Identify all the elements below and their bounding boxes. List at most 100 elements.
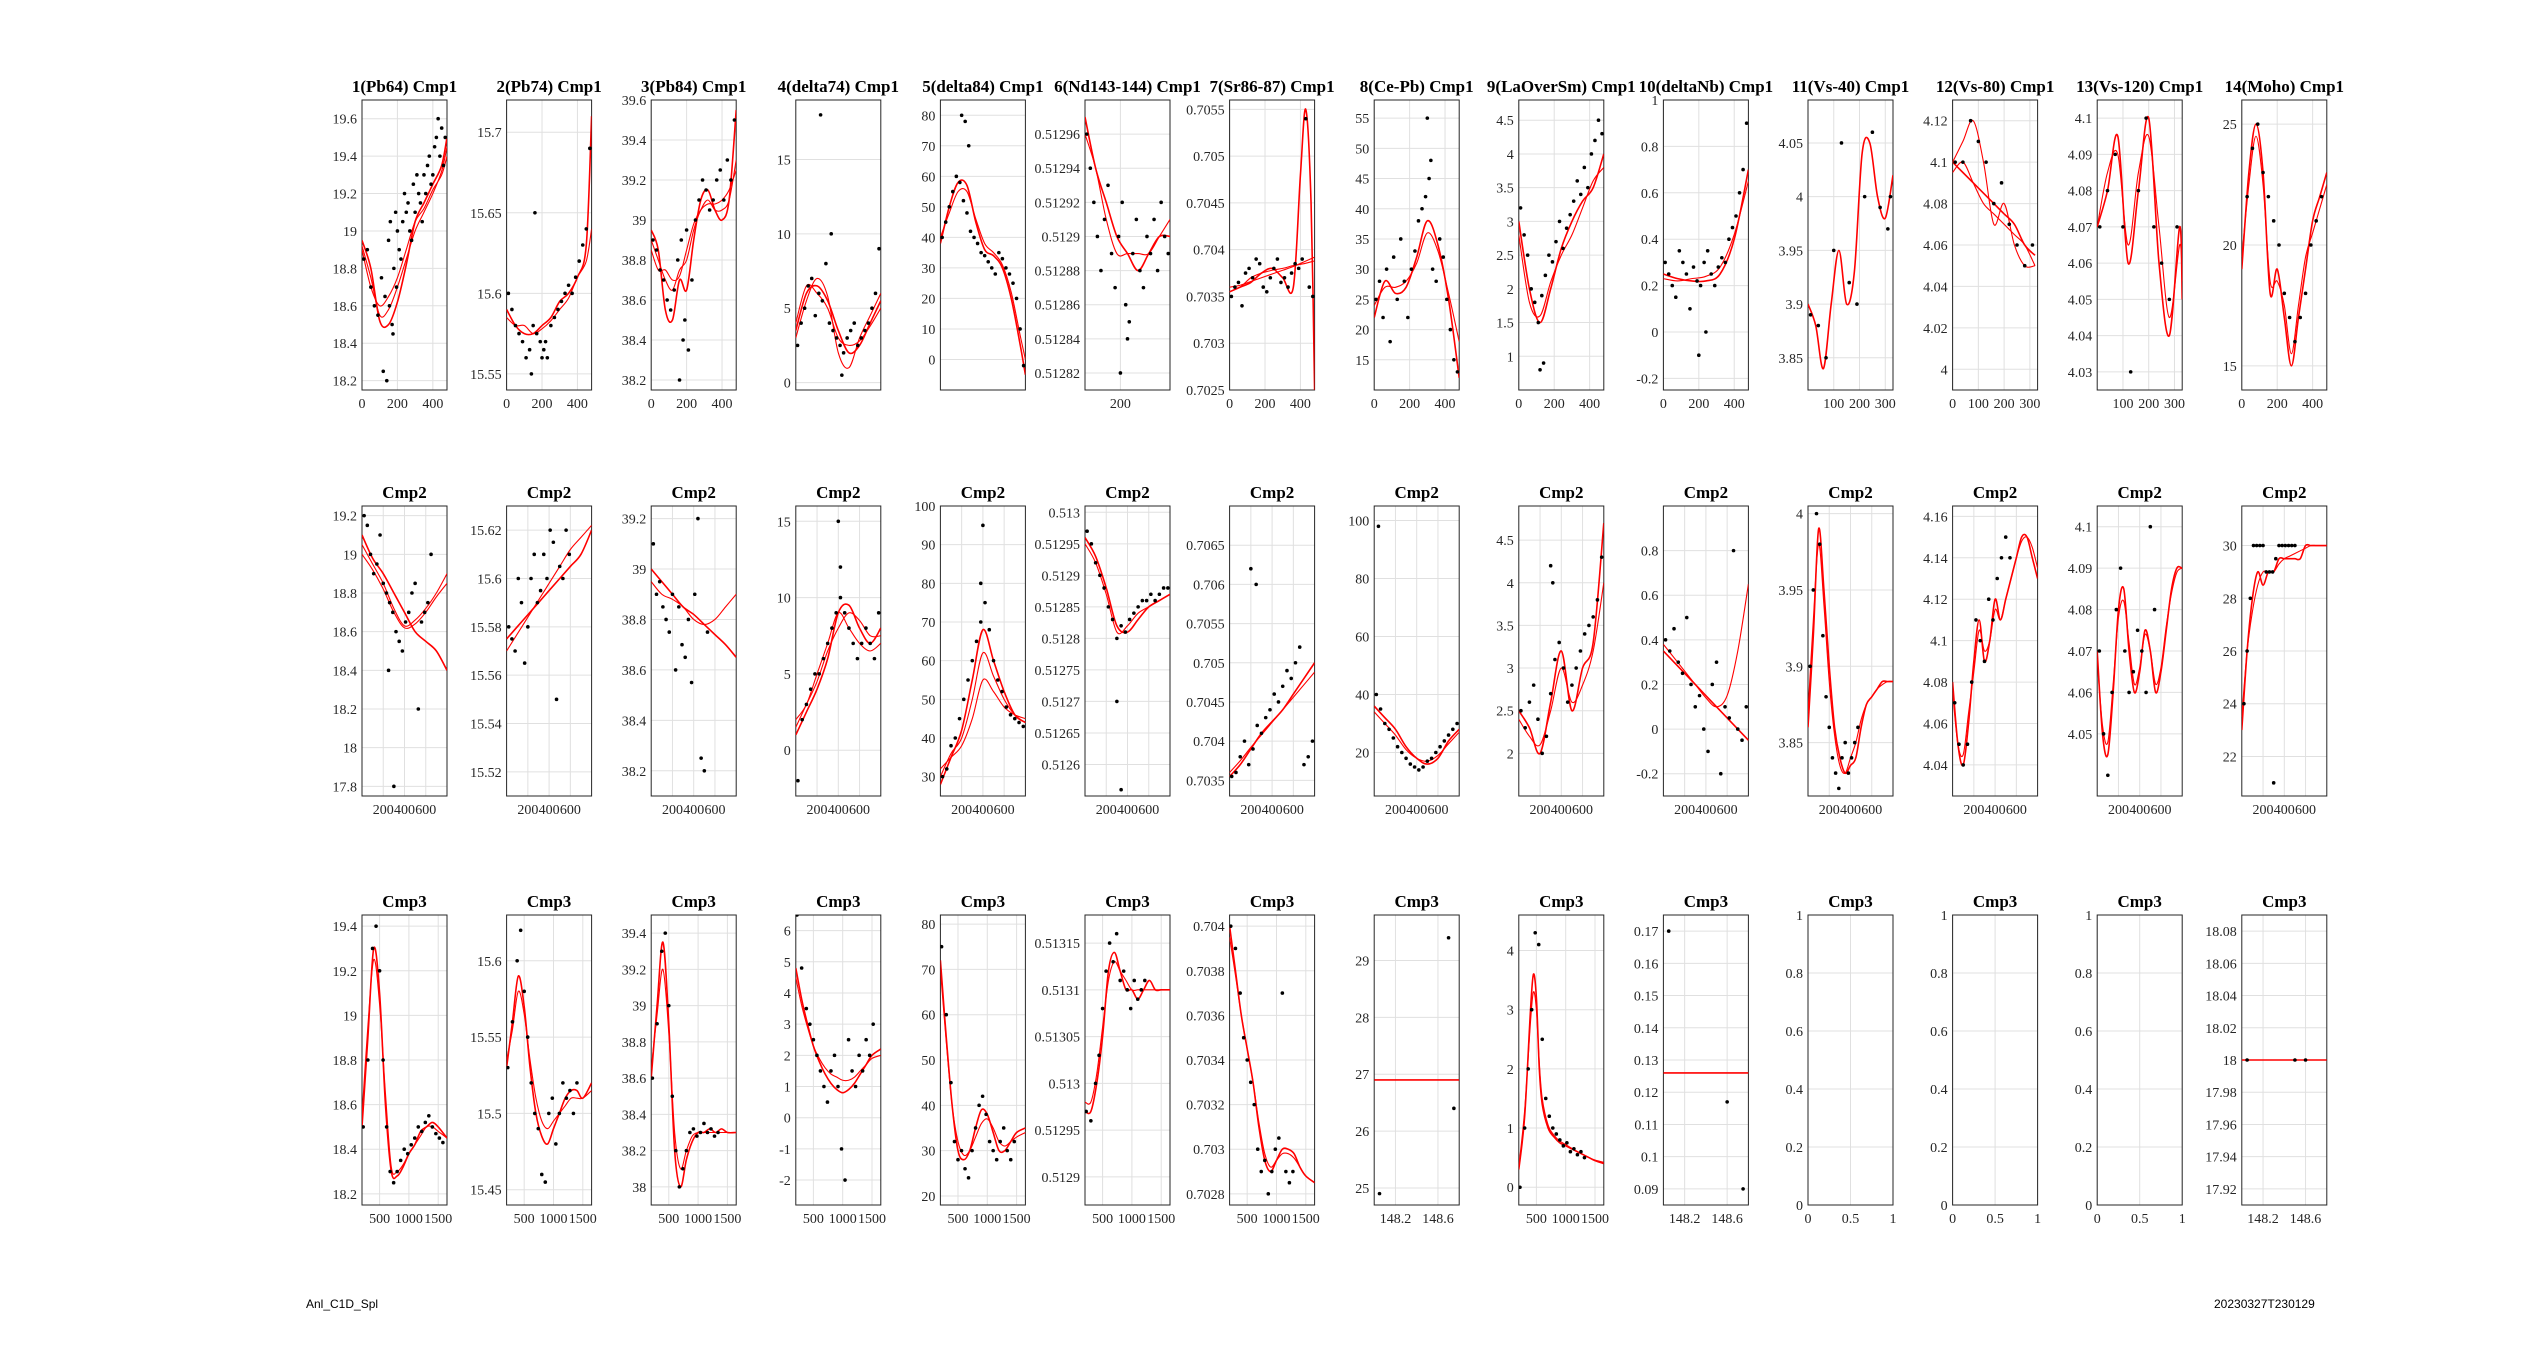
panel-6-data-point [1116,234,1121,239]
panel-21-data-point [1272,692,1277,696]
panel-17-data-point [696,516,700,521]
panel-21-data-point [1302,762,1306,767]
panel-10-data-point [1730,225,1735,230]
panel-26-xtick-label: 200 [1963,803,1984,818]
panel-16-xtick-label: 200 [517,803,538,818]
panel-10-ytick-label: 1 [1651,94,1658,109]
panel-4-data-point [866,321,871,325]
panel-34-ytick-label: 0.513 [1049,1077,1081,1092]
panel-34-title: Cmp3 [1105,892,1149,911]
panel-11-ytick-label: 3.85 [1779,352,1804,367]
panel-14-data-point [2250,146,2255,151]
panel-7-ytick-label: 0.7055 [1186,103,1225,118]
panel-25-data-point [1811,588,1816,592]
panel-3-data-point [686,348,691,352]
panel-12-ytick-label: 4.08 [1923,198,1948,213]
panel-29-data-point [402,1147,407,1152]
panel-15-xtick-label: 600 [415,803,436,818]
panel-19-data-point [949,743,953,748]
panel-20-data-point [1102,586,1106,590]
panel-27-xtick-label: 400 [2129,803,2150,818]
panel-15: 200 400 600 17.8 18 18.2 18.4 18.6 18.8 19 19.2 Cmp… [333,483,448,818]
panel-16-data-point [522,661,527,665]
panel-34-ytick-label: 0.51295 [1035,1124,1081,1139]
panel-30-data-point [550,1096,555,1100]
panel-41-ytick-label: 0.8 [2075,967,2093,982]
panel-30-title: Cmp3 [527,892,571,911]
panel-15-fit-curve-3 [362,554,447,629]
panel-1-data-point [408,229,412,233]
panel-3-ytick-label: 38.8 [622,254,647,269]
panel-22-ytick-label: 100 [1348,515,1369,530]
panel-5-data-point [966,143,971,148]
panel-14-plot-area [2241,122,2327,367]
panel-30-data-point [547,1111,551,1116]
panel-39-ytick-label: 1 [1796,909,1803,924]
panel-22-data-point [1451,727,1455,732]
panel-6-data-point [1159,200,1163,205]
panel-9-data-point [1557,219,1562,224]
panel-10-xtick-label: 200 [1688,397,1709,412]
panel-21-data-point [1234,770,1238,775]
panel-31-ytick-label: 39.2 [622,963,647,978]
panel-15-data-point [416,707,421,711]
panel-13-ytick-label: 4.06 [2068,257,2093,272]
panel-4-data-point [873,291,878,296]
panel-26-ytick-label: 4.12 [1923,593,1948,608]
panel-33-ytick-label: 60 [921,1009,935,1024]
panel-32-data-point [857,1053,861,1058]
panel-19-data-point [961,697,966,702]
panel-33-data-point [1001,1126,1006,1130]
panel-16-ytick-label: 15.6 [477,573,502,588]
panel-11-data-point [1824,355,1828,360]
panel-6-data-point [1134,217,1139,222]
panel-23-data-point [1536,717,1540,722]
panel-10-title: 10(deltaNb) Cmp1 [1639,77,1774,96]
panel-27-data-point [2114,607,2119,612]
panel-15-fit-curve-2 [362,544,447,627]
panel-16-data-point [545,576,549,581]
panel-15-data-point [391,610,395,615]
panel-29-ytick-label: 18.6 [333,1099,358,1114]
panel-25-axes-frame [1807,505,1894,797]
panel-29-data-point [398,1158,403,1163]
panel-22-xtick-label: 600 [1427,803,1448,818]
panel-18-data-point [825,641,830,646]
panel-24-data-point [1697,693,1702,698]
panel-7-data-point [1293,261,1297,266]
panel-14-data-point [2266,194,2271,199]
panel-11-ytick-label: 4.05 [1779,137,1804,152]
panel-12-data-point [1968,118,1973,123]
panel-16-fit-curve-1 [506,529,592,640]
panel-13-ytick-label: 4.03 [2068,366,2093,381]
panel-26-fit-curve-1 [1952,533,2038,767]
panel-26-fit-curve-2 [1952,536,2038,758]
panel-1-data-point [415,173,419,177]
panel-30-data-point [575,1081,579,1085]
panel-41-xtick-label: 0.5 [2131,1212,2149,1227]
panel-33-ytick-label: 30 [921,1145,935,1160]
panel-24-plot-area [1663,548,1749,776]
panel-36-ytick-label: 29 [1355,954,1369,969]
panel-4-data-point [845,336,849,340]
panel-13-axes-frame [2096,99,2183,391]
panel-27-data-point [2131,669,2136,674]
panel-21-ytick-label: 0.704 [1193,735,1225,750]
panel-20-data-point [1110,617,1115,622]
panel-8: 0 200 400 15 20 25 30 35 40 45 50 55 8(Ce-Pb) Cmp1 [1355,77,1473,412]
panel-33-data-point [944,1012,949,1017]
panel-37-data-point [1568,1149,1573,1154]
panel-14-data-point [2309,243,2313,247]
panel-9-data-point [1568,212,1572,217]
panel-17-data-point [657,579,662,584]
panel-30-data-point [554,1142,558,1146]
panel-23-data-point [1574,666,1578,670]
panel-20-ytick-label: 0.51295 [1035,538,1081,553]
panel-9-data-point [1550,260,1555,264]
panel-7-data-point [1247,266,1251,271]
panel-8-ytick-label: 50 [1355,142,1369,157]
panel-19-ytick-label: 50 [921,693,935,708]
panel-34-xtick-label: 1000 [1118,1212,1146,1227]
panel-39-title: Cmp3 [1828,892,1872,911]
panel-32-xtick-label: 1500 [858,1212,886,1227]
